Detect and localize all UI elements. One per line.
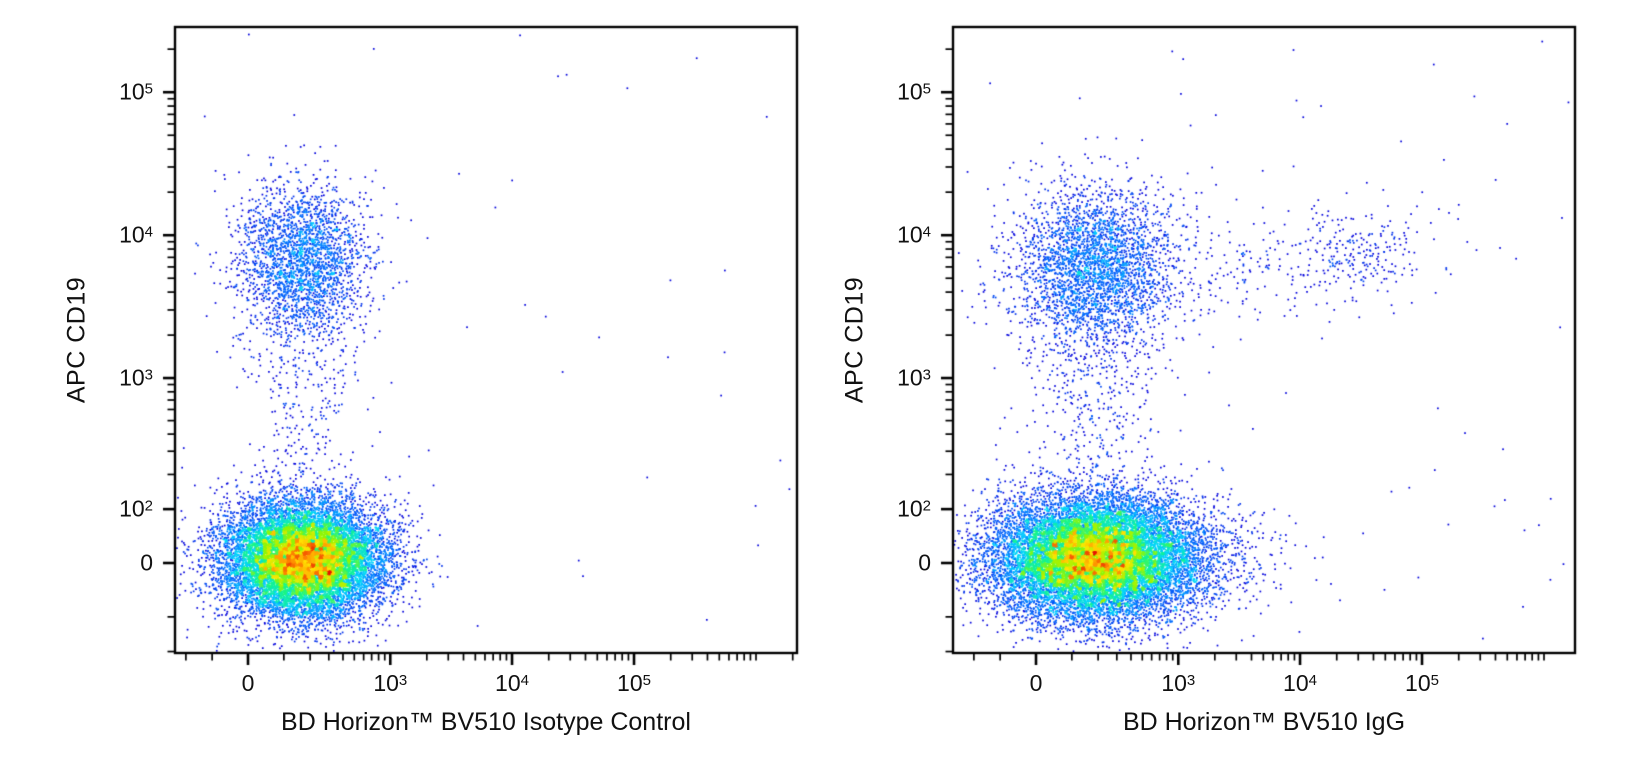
x-tick-label: 105 bbox=[617, 670, 651, 696]
x-tick-label: 103 bbox=[373, 670, 408, 696]
y-tick-label: 104 bbox=[897, 221, 931, 248]
y-tick-label: 0 bbox=[918, 549, 931, 576]
x-tick-label: 103 bbox=[1161, 670, 1196, 696]
y-tick-label: 105 bbox=[897, 78, 931, 105]
x-tick-label: 104 bbox=[1283, 670, 1317, 696]
scatter-density-canvas-igg bbox=[935, 9, 1593, 671]
y-tick-label: 102 bbox=[119, 495, 153, 522]
scatter-density-canvas-isotype bbox=[157, 9, 815, 671]
y-tick-label: 0 bbox=[140, 549, 153, 576]
y-tick-label: 103 bbox=[119, 364, 153, 391]
x-axis-title: BD Horizon™ BV510 IgG bbox=[1122, 708, 1406, 736]
y-tick-label: 102 bbox=[897, 495, 931, 522]
y-tick-label: 103 bbox=[897, 364, 931, 391]
plot-panel-isotype-control: APC CD19 BD Horizon™ BV510 Isotype Contr… bbox=[63, 9, 815, 736]
y-tick-label: 105 bbox=[119, 78, 153, 105]
x-axis-title: BD Horizon™ BV510 Isotype Control bbox=[281, 708, 691, 736]
x-tick-label: 0 bbox=[1029, 670, 1043, 696]
x-tick-label: 104 bbox=[495, 670, 529, 696]
x-tick-label: 105 bbox=[1405, 670, 1439, 696]
plot-panel-igg: APC CD19 BD Horizon™ BV510 IgG 0 103 104 10… bbox=[820, 0, 1640, 778]
x-tick-label: 0 bbox=[241, 670, 255, 696]
y-tick-label: 104 bbox=[119, 221, 153, 248]
